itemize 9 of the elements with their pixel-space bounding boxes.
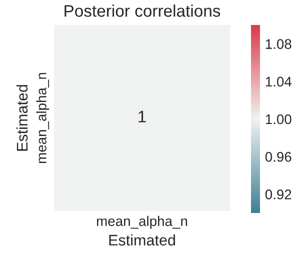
- color-bar-label: 1.00: [266, 114, 292, 124]
- color-bar-label: 1.08: [266, 39, 292, 49]
- chart-title: Posterior correlations: [64, 4, 220, 17]
- y-axis-title: Estimated: [16, 85, 28, 151]
- color-bar-label: 1.04: [266, 76, 292, 87]
- data-label: 1: [138, 110, 146, 122]
- color-bar-label: 0.96: [265, 152, 292, 162]
- color-bar-label: 0.92: [265, 190, 292, 200]
- x-axis-title: Estimated: [109, 234, 175, 246]
